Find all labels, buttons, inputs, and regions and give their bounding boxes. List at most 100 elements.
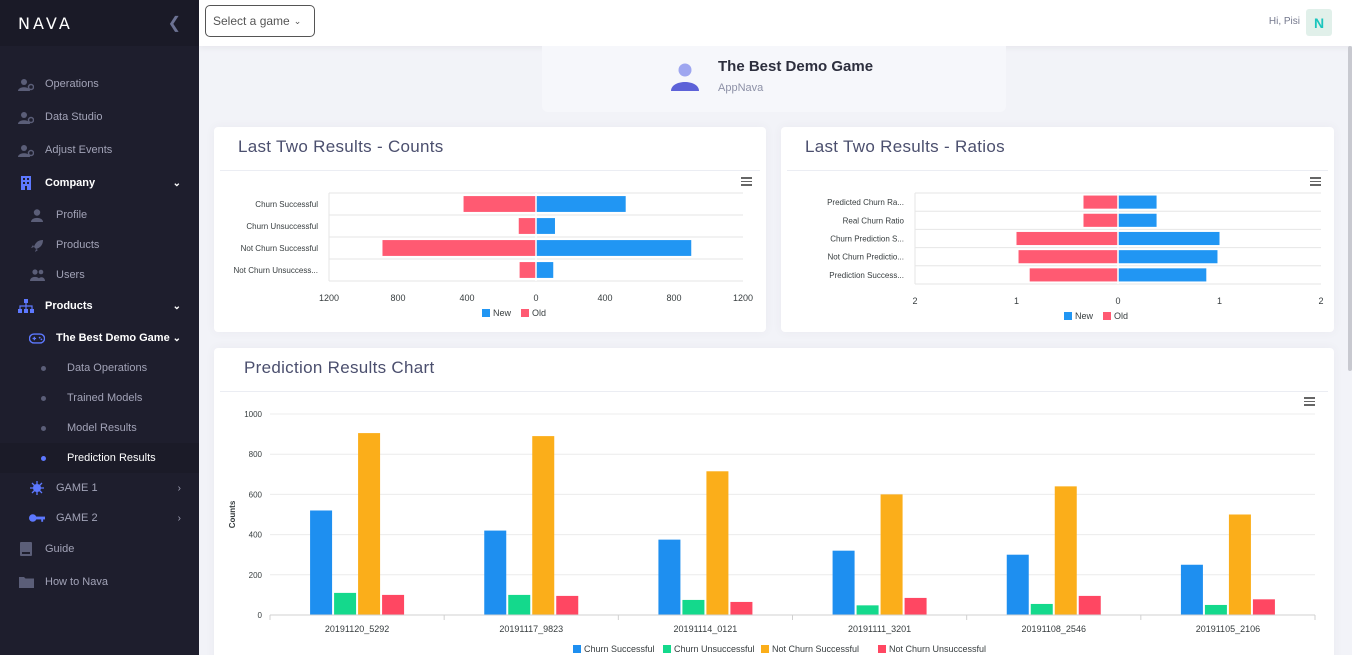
bar-2	[706, 471, 729, 615]
sidebar-item-trained-models[interactable]: Trained Models	[0, 383, 199, 413]
x-tick-label: 400	[459, 293, 474, 303]
y-axis-title: Counts	[228, 500, 237, 528]
bar-3	[556, 595, 579, 615]
sidebar-item-model-results[interactable]: Model Results	[0, 413, 199, 443]
legend-marker-old	[1103, 312, 1111, 320]
bar-0	[1180, 564, 1203, 615]
bullet-icon	[41, 365, 46, 371]
legend-label-new: New	[1075, 311, 1094, 321]
sidebar-item-products[interactable]: Products ⌄	[0, 291, 199, 321]
bar-0	[310, 510, 333, 615]
sidebar-item-the-best-demo-game[interactable]: The Best Demo Game ⌄	[0, 323, 199, 353]
legend-label: Churn Successful	[584, 644, 655, 654]
legend-marker	[573, 645, 581, 653]
bar-1	[1204, 604, 1227, 615]
bar-3	[904, 597, 927, 615]
category-label: Churn Unsuccessful	[246, 222, 318, 231]
users-icon	[29, 268, 45, 282]
old-bar	[1029, 268, 1118, 282]
sidebar-item-label: Data Operations	[67, 362, 148, 374]
sidebar-item-adjust-events[interactable]: Adjust Events	[0, 135, 199, 165]
category-label: Not Churn Successful	[241, 244, 319, 253]
chart-menu-icon[interactable]	[741, 177, 752, 188]
category-label: Not Churn Unsuccess...	[234, 266, 318, 275]
sidebar-item-label: Profile	[56, 209, 88, 221]
legend-marker	[663, 645, 671, 653]
game-select-dropdown[interactable]: Select a game ⌄	[205, 5, 315, 37]
chevron-down-icon: ⌄	[172, 177, 181, 189]
bullet-icon	[41, 425, 46, 431]
x-tick-label: 2	[912, 296, 917, 306]
user-cog-icon	[18, 110, 34, 124]
chart-menu-icon[interactable]	[1304, 397, 1315, 408]
x-category-label: 20191105_2106	[1196, 624, 1260, 634]
sidebar-item-operations[interactable]: Operations	[0, 69, 199, 99]
bullet-icon	[41, 395, 46, 401]
legend-marker	[761, 645, 769, 653]
category-label: Not Churn Predictio...	[828, 253, 904, 262]
collapse-sidebar-icon[interactable]: ❮	[167, 15, 181, 32]
card-divider	[220, 391, 1328, 392]
sidebar-item-products-company[interactable]: Products	[0, 230, 199, 260]
bar-2	[1228, 514, 1251, 615]
legend-label: Not Churn Unsuccessful	[889, 644, 986, 654]
legend-label-new: New	[493, 308, 512, 318]
y-tick-label: 1000	[244, 410, 262, 419]
bullet-icon	[41, 455, 46, 461]
legend-label: Churn Unsuccessful	[674, 644, 755, 654]
legend-marker	[878, 645, 886, 653]
gamepad-icon	[29, 331, 45, 345]
bar-1	[856, 605, 879, 615]
key-icon	[29, 511, 45, 525]
sidebar-item-label: Guide	[45, 543, 75, 555]
legend-marker-new	[482, 309, 490, 317]
chevron-right-icon: ›	[177, 482, 181, 494]
sidebar-item-label: The Best Demo Game	[56, 332, 170, 344]
old-bar	[1018, 250, 1118, 264]
sidebar-item-company[interactable]: Company ⌄	[0, 168, 199, 198]
x-tick-label: 1200	[319, 293, 339, 303]
legend-marker-new	[1064, 312, 1072, 320]
rocket-icon	[29, 238, 45, 252]
old-bar	[1083, 195, 1118, 209]
sidebar-item-label: Products	[56, 239, 100, 251]
y-tick-label: 400	[249, 531, 263, 540]
sidebar-item-how-to-nava[interactable]: How to Nava	[0, 567, 199, 597]
sidebar: NAVA ❮ Operations Data Studio Adjust Eve…	[0, 0, 199, 655]
x-tick-label: 0	[533, 293, 538, 303]
sidebar-item-label: How to Nava	[45, 576, 108, 588]
user-cog-icon	[18, 143, 34, 157]
new-bar	[1118, 195, 1157, 209]
x-category-label: 20191111_3201	[848, 624, 911, 634]
new-bar	[1118, 231, 1220, 246]
chart-menu-icon[interactable]	[1310, 177, 1321, 188]
x-category-label: 20191114_0121	[674, 624, 738, 634]
sidebar-item-profile[interactable]: Profile	[0, 200, 199, 230]
page-scrollbar[interactable]	[1348, 46, 1352, 371]
sidebar-item-data-studio[interactable]: Data Studio	[0, 102, 199, 132]
user-avatar[interactable]: N	[1306, 9, 1332, 36]
x-tick-label: 800	[666, 293, 681, 303]
y-tick-label: 200	[249, 571, 263, 580]
new-bar	[536, 196, 626, 212]
sidebar-item-label: Adjust Events	[45, 144, 113, 156]
sidebar-item-game-1[interactable]: GAME 1 ›	[0, 473, 199, 503]
legend-label: Not Churn Successful	[772, 644, 859, 654]
card-title: Last Two Results - Counts	[238, 137, 444, 156]
sidebar-item-data-operations[interactable]: Data Operations	[0, 353, 199, 383]
category-label: Churn Successful	[255, 200, 318, 209]
user-greeting: Hi, Pisi	[1268, 16, 1300, 27]
bar-0	[658, 539, 681, 615]
sidebar-item-users[interactable]: Users	[0, 260, 199, 290]
y-tick-label: 0	[258, 611, 263, 620]
sidebar-item-prediction-results[interactable]: Prediction Results	[0, 443, 199, 473]
new-bar	[536, 240, 692, 256]
legend-label-old: Old	[532, 308, 546, 318]
sidebar-item-guide[interactable]: Guide	[0, 534, 199, 564]
category-label: Predicted Churn Ra...	[827, 198, 904, 207]
sidebar-item-game-2[interactable]: GAME 2 ›	[0, 503, 199, 533]
sidebar-item-label: Products	[45, 300, 93, 312]
top-header: Select a game ⌄ Hi, Pisi N	[199, 0, 1352, 46]
sitemap-icon	[18, 299, 34, 313]
bar-2	[358, 433, 381, 615]
